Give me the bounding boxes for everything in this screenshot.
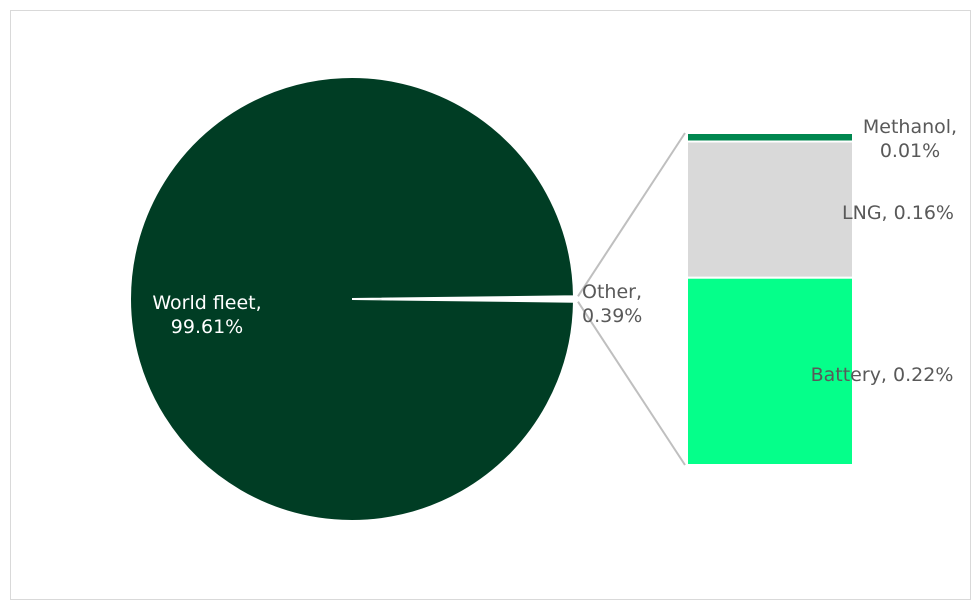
breakdown-stacked-bar — [686, 132, 854, 467]
data-label-world-fleet: World fleet, 99.61% — [152, 292, 261, 338]
data-label-lng: LNG, 0.16% — [842, 202, 954, 224]
data-labels: World fleet, 99.61% Other, 0.39% Methanol, 0.… — [152, 116, 957, 386]
bar-segment-battery — [686, 276, 854, 467]
data-label-other: Other, 0.39% — [582, 281, 642, 327]
connector-lines — [577, 132, 686, 466]
bar-segment-lng — [686, 140, 854, 279]
bar-segment-methanol — [686, 132, 854, 143]
connector-line-bottom — [577, 301, 686, 466]
pie — [129, 76, 575, 522]
connector-line-top — [577, 132, 686, 297]
pie-slice-world-fleet — [129, 76, 575, 522]
pie-of-bar-chart: World fleet, 99.61% Other, 0.39% Methanol, 0.… — [129, 76, 957, 522]
data-label-battery: Battery, 0.22% — [811, 364, 954, 386]
data-label-methanol: Methanol, 0.01% — [863, 116, 957, 162]
